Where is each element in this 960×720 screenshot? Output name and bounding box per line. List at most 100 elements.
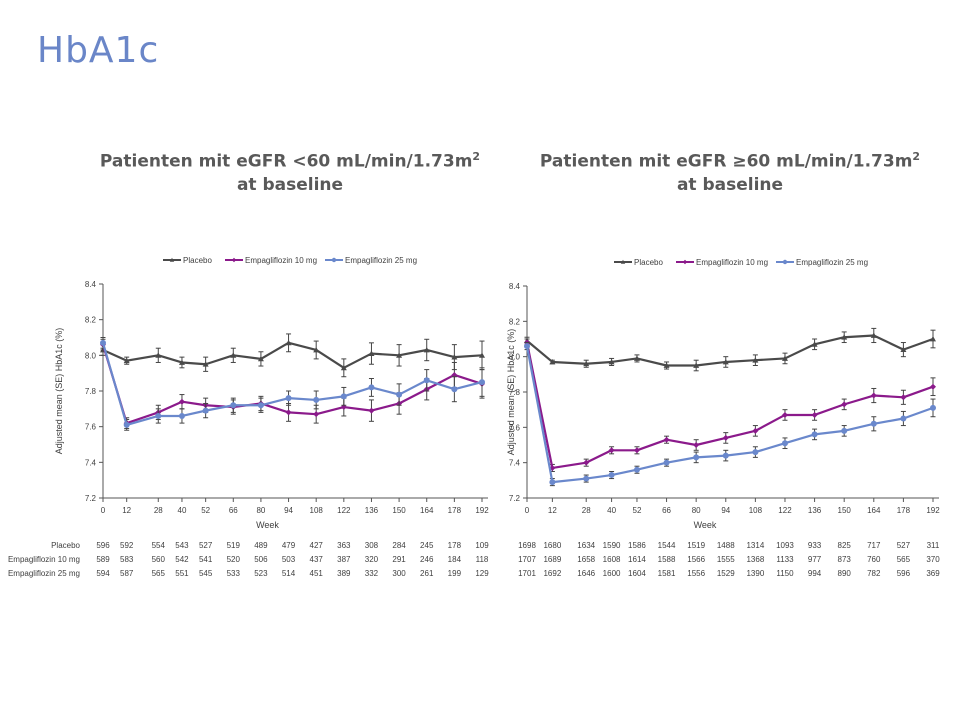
risk-count: 527 <box>199 541 213 550</box>
risk-count: 503 <box>282 555 296 564</box>
y-tick-label: 7.4 <box>509 459 521 468</box>
risk-count: 1368 <box>746 555 764 564</box>
risk-count: 320 <box>365 555 379 564</box>
circle-marker <box>811 431 818 438</box>
y-tick-label: 7.6 <box>85 423 97 432</box>
diamond-marker <box>633 447 640 454</box>
diamond-marker <box>781 411 788 418</box>
x-axis-label: Week <box>256 520 279 530</box>
triangle-marker <box>811 341 818 347</box>
risk-count: 1604 <box>628 569 646 578</box>
risk-count: 523 <box>254 569 268 578</box>
triangle-marker <box>870 332 877 338</box>
y-tick-label: 8.0 <box>509 353 521 362</box>
risk-count: 782 <box>867 569 881 578</box>
risk-count: 389 <box>337 569 351 578</box>
circle-marker <box>781 440 788 447</box>
triangle-marker <box>340 364 347 371</box>
triangle-marker <box>479 352 485 358</box>
circle-marker <box>870 420 877 427</box>
x-tick-label: 52 <box>201 506 210 515</box>
risk-count: 1600 <box>603 569 621 578</box>
risk-count: 284 <box>392 541 406 550</box>
circle-marker <box>340 393 347 400</box>
circle-marker <box>285 395 292 402</box>
diamond-marker <box>285 409 292 416</box>
panel-title-left: Patienten mit eGFR <60 mL/min/1.73m2 at … <box>80 145 500 197</box>
series-placebo <box>524 327 936 372</box>
circle-marker <box>257 402 264 409</box>
risk-count: 1555 <box>717 555 735 564</box>
risk-count: 873 <box>838 555 852 564</box>
x-tick-label: 192 <box>926 506 940 515</box>
y-tick-label: 8.2 <box>509 317 521 326</box>
risk-count: 427 <box>310 541 324 550</box>
x-tick-label: 80 <box>256 506 265 515</box>
risk-count: 527 <box>897 541 911 550</box>
risk-count: 1590 <box>603 541 621 550</box>
circle-marker <box>451 386 458 393</box>
risk-count: 1314 <box>746 541 764 550</box>
circle-marker <box>313 396 320 403</box>
diamond-marker <box>663 436 670 443</box>
y-tick-label: 7.2 <box>85 494 97 503</box>
x-tick-label: 40 <box>178 506 187 515</box>
chart-panel-0: 7.2 7.4 7.6 7.8 8.0 8.2 8.4 0 12 28 40 52 66 80 94 108 1… <box>8 256 489 578</box>
risk-count: 541 <box>199 555 213 564</box>
triangle-marker <box>633 355 640 361</box>
risk-count: 261 <box>420 569 434 578</box>
risk-count: 1634 <box>577 541 595 550</box>
risk-row-label: Placebo <box>51 541 80 550</box>
risk-count: 199 <box>448 569 462 578</box>
y-tick-label: 8.2 <box>85 316 97 325</box>
diamond-marker <box>722 434 729 441</box>
diamond-marker <box>900 394 907 401</box>
legend-label: Empagliflozin 25 mg <box>345 256 417 265</box>
x-tick-label: 136 <box>808 506 822 515</box>
risk-count: 506 <box>254 555 268 564</box>
triangle-marker <box>202 361 209 367</box>
y-tick-label: 8.4 <box>85 280 97 289</box>
circle-marker <box>368 384 375 391</box>
legend-label: Empagliflozin 10 mg <box>696 258 768 267</box>
x-tick-label: 80 <box>692 506 701 515</box>
x-tick-label: 40 <box>607 506 616 515</box>
y-tick-label: 8.0 <box>85 351 97 360</box>
risk-count: 109 <box>475 541 489 550</box>
diamond-marker <box>841 401 848 408</box>
x-tick-label: 122 <box>778 506 792 515</box>
triangle-marker <box>900 346 907 352</box>
x-tick-label: 0 <box>525 506 530 515</box>
risk-count: 514 <box>282 569 296 578</box>
y-tick-label: 7.4 <box>85 458 97 467</box>
x-tick-label: 94 <box>284 506 293 515</box>
risk-count: 587 <box>120 569 134 578</box>
diamond-marker <box>693 442 700 448</box>
triangle-marker <box>663 362 670 368</box>
chart-panel-1: 7.2 7.4 7.6 7.8 8.0 8.2 8.4 0 12 28 40 52 66 80 94 108 1… <box>506 258 940 578</box>
y-tick-label: 7.8 <box>85 387 97 396</box>
panel-title-line2: at baseline <box>236 174 344 195</box>
risk-count: 300 <box>392 569 406 578</box>
diamond-marker <box>231 257 237 263</box>
risk-count: 129 <box>475 569 489 578</box>
risk-count: 890 <box>838 569 852 578</box>
x-tick-label: 150 <box>392 506 406 515</box>
series-empa10 <box>524 338 936 472</box>
circle-marker <box>930 404 936 411</box>
circle-marker <box>524 343 530 350</box>
triangle-marker <box>257 355 264 362</box>
risk-count: 369 <box>926 569 940 578</box>
triangle-marker <box>178 359 185 365</box>
y-tick-label: 7.6 <box>509 423 521 432</box>
triangle-marker <box>169 257 175 262</box>
panel-title-line1: Patienten mit eGFR <60 mL/min/1.73m2 <box>99 150 481 172</box>
risk-count: 1566 <box>687 555 705 564</box>
circle-marker <box>423 377 430 384</box>
circle-marker <box>155 412 162 419</box>
circle-marker <box>100 339 106 346</box>
circle-marker <box>202 407 209 414</box>
risk-count: 489 <box>254 541 268 550</box>
risk-count: 596 <box>96 541 110 550</box>
risk-count: 1390 <box>746 569 764 578</box>
